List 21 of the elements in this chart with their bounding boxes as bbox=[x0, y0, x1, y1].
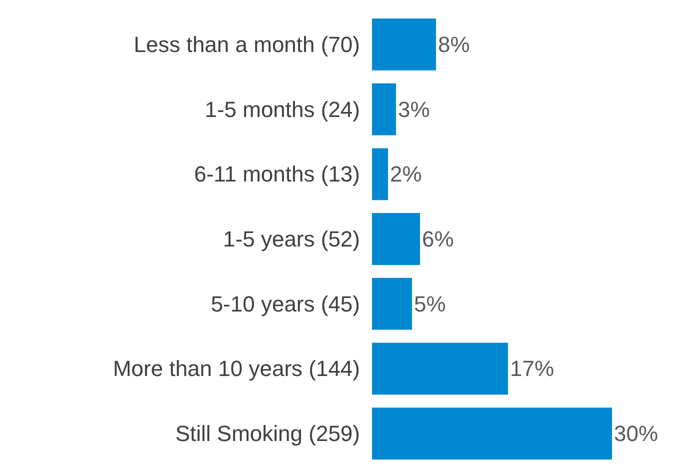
bar bbox=[372, 213, 420, 265]
bar bbox=[372, 408, 612, 460]
y-tick-label: 5-10 years (45) bbox=[210, 291, 360, 316]
data-label: 17% bbox=[510, 356, 554, 382]
data-label: 2% bbox=[390, 162, 422, 187]
bar bbox=[372, 278, 412, 330]
y-tick-label: 6-11 months (13) bbox=[194, 162, 360, 187]
bar bbox=[372, 83, 396, 136]
data-label: 5% bbox=[414, 291, 446, 316]
bar bbox=[372, 342, 508, 395]
data-label: 30% bbox=[614, 421, 658, 446]
y-tick-label: More than 10 years (144) bbox=[112, 356, 360, 382]
data-label: 8% bbox=[438, 32, 470, 57]
y-tick-label: 1-5 months (24) bbox=[204, 96, 360, 122]
y-tick-label: 1-5 years (52) bbox=[223, 226, 360, 252]
y-tick-label: Less than a month (70) bbox=[134, 32, 360, 57]
bar bbox=[372, 18, 436, 70]
data-label: 3% bbox=[398, 96, 430, 122]
bar bbox=[372, 148, 388, 200]
y-tick-label: Still Smoking (259) bbox=[175, 421, 360, 446]
data-label: 6% bbox=[422, 226, 454, 252]
